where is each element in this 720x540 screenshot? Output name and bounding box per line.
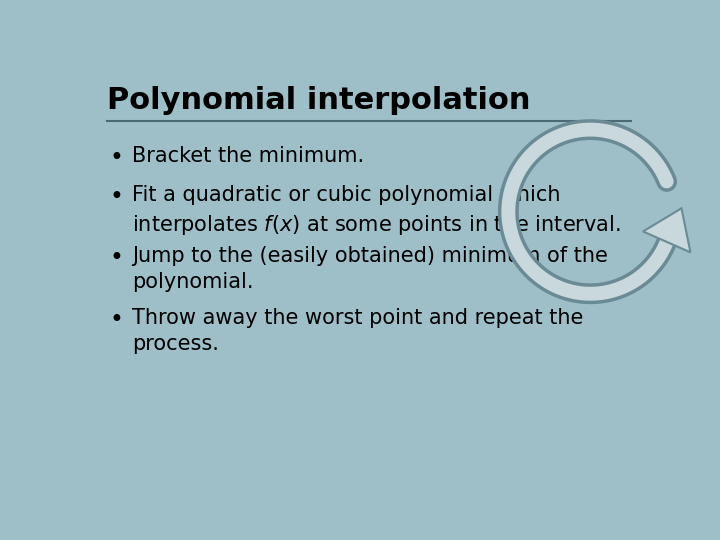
Polygon shape xyxy=(643,208,690,252)
Text: •: • xyxy=(109,146,123,170)
Text: Jump to the (easily obtained) minimum of the
polynomial.: Jump to the (easily obtained) minimum of… xyxy=(132,246,608,292)
Text: •: • xyxy=(109,246,123,269)
Text: •: • xyxy=(109,308,123,332)
Text: Bracket the minimum.: Bracket the minimum. xyxy=(132,146,364,166)
Text: Fit a quadratic or cubic polynomial which
interpolates $f(x)$ at some points in : Fit a quadratic or cubic polynomial whic… xyxy=(132,185,621,237)
Text: Throw away the worst point and repeat the
process.: Throw away the worst point and repeat th… xyxy=(132,308,583,354)
Text: Polynomial interpolation: Polynomial interpolation xyxy=(107,85,530,114)
Text: •: • xyxy=(109,185,123,210)
